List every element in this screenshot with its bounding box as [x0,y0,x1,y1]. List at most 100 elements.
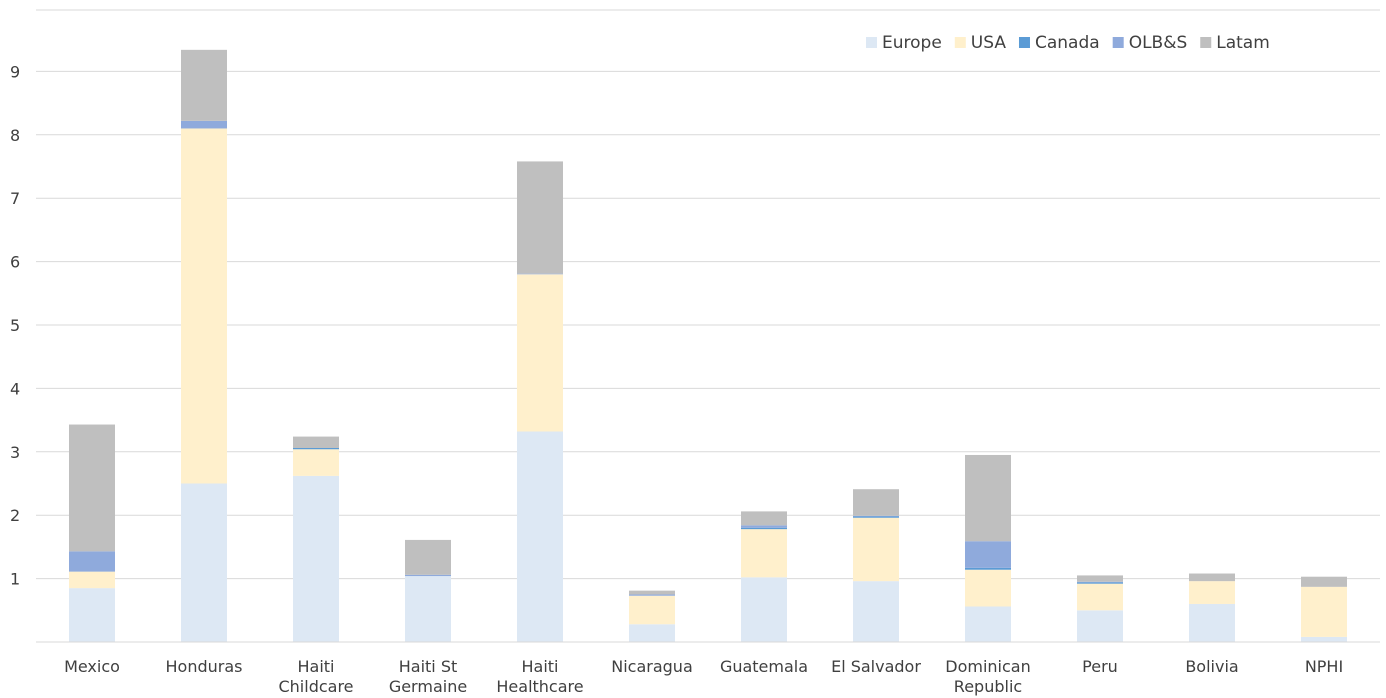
bar-segment [181,483,227,642]
bar-segment [629,590,675,595]
bar-segment [741,511,787,526]
bar-segment [181,120,227,129]
bar-stack [181,49,227,642]
bar-segment [293,475,339,642]
x-tick-label: Nicaragua [611,657,693,676]
bar-segment [965,454,1011,542]
bar-segment [69,551,115,572]
bar-segment [181,49,227,121]
y-axis: 1 2 3 4 5 6 7 8 9 [10,62,20,588]
bar-segment [1301,576,1347,587]
bar-segment [1077,610,1123,642]
bars [69,49,1347,642]
bar-segment [293,447,339,450]
x-tick-label: Haiti Healthcare [496,657,583,696]
legend-item: Latam [1200,33,1270,53]
bar-segment [405,574,451,577]
bar-segment [293,449,339,476]
bar-segment [517,273,563,275]
bar-stack [69,424,115,642]
x-tick-label: Haiti St Germaine [389,657,467,696]
bar-stack [405,539,451,642]
legend-label: Europe [882,33,942,53]
x-tick-label: Peru [1082,657,1118,676]
y-tick-label: 9 [10,62,20,81]
x-tick-label: NPHI [1305,657,1343,676]
bar-segment [1077,583,1123,611]
bar-segment [405,539,451,575]
y-tick-label: 3 [10,443,20,462]
bar-segment [1077,575,1123,582]
bar-segment [853,517,899,582]
y-tick-label: 7 [10,189,20,208]
bar-segment [629,595,675,625]
y-tick-label: 8 [10,126,20,145]
legend-item: Europe [866,33,942,53]
bar-segment [741,529,787,578]
bar-segment [69,571,115,589]
legend-swatch [954,37,966,48]
bar-segment [965,567,1011,570]
bar-segment [517,431,563,642]
bar-segment [853,581,899,642]
bar-segment [1301,586,1347,637]
bar-segment [741,527,787,530]
bar-segment [1189,581,1235,604]
bar-segment [517,161,563,274]
legend-label: Canada [1035,33,1100,53]
bar-segment [629,624,675,642]
bar-segment [293,436,339,448]
legend-label: Latam [1216,33,1270,53]
bar-segment [629,594,675,596]
y-tick-label: 2 [10,506,20,525]
bar-stack [965,454,1011,642]
bar-segment [853,515,899,517]
y-tick-label: 4 [10,379,20,398]
x-tick-label: Mexico [64,657,120,676]
bar-stack [293,436,339,642]
bar-segment [405,576,451,642]
y-tick-label: 1 [10,570,20,589]
bar-stack [1189,573,1235,642]
bar-segment [965,541,1011,568]
bar-segment [853,489,899,516]
legend-swatch [866,37,877,48]
bar-segment [1077,581,1123,583]
x-tick-label: Bolivia [1185,657,1238,676]
bar-segment [1077,582,1123,584]
bar-stack [741,511,787,642]
legend-label: OLB&S [1129,33,1188,53]
bar-stack [517,161,563,642]
bar-segment [965,606,1011,642]
legend-item: USA [954,33,1007,53]
x-tick-label: Haiti Childcare [278,657,353,696]
bar-segment [181,128,227,484]
bar-segment [853,516,899,518]
x-axis: Mexico Honduras Haiti Childcare Haiti St Germ… [36,641,1380,696]
legend-swatch [1200,37,1212,48]
bar-segment [1301,636,1347,642]
x-tick-label: El Salvador [831,657,921,676]
bar-stack [629,590,675,642]
bar-stack [1301,576,1347,642]
bar-stack [853,489,899,642]
bar-segment [741,525,787,528]
legend-item: OLB&S [1112,33,1188,53]
bar-segment [69,424,115,552]
legend-label: USA [971,33,1007,53]
gridlines [36,9,1380,580]
x-tick-label: Dominican Republic [945,657,1030,696]
x-tick-label: Guatemala [720,657,808,676]
y-tick-label: 6 [10,253,20,272]
bar-segment [69,588,115,642]
bar-stack [1077,575,1123,642]
bar-segment [965,569,1011,607]
legend: Europe USA Canada OLB&S Latam [866,33,1270,53]
bar-segment [517,274,563,432]
legend-swatch [1112,37,1124,48]
bar-segment [1189,573,1235,582]
bar-segment [741,577,787,642]
legend-swatch [1018,37,1030,48]
